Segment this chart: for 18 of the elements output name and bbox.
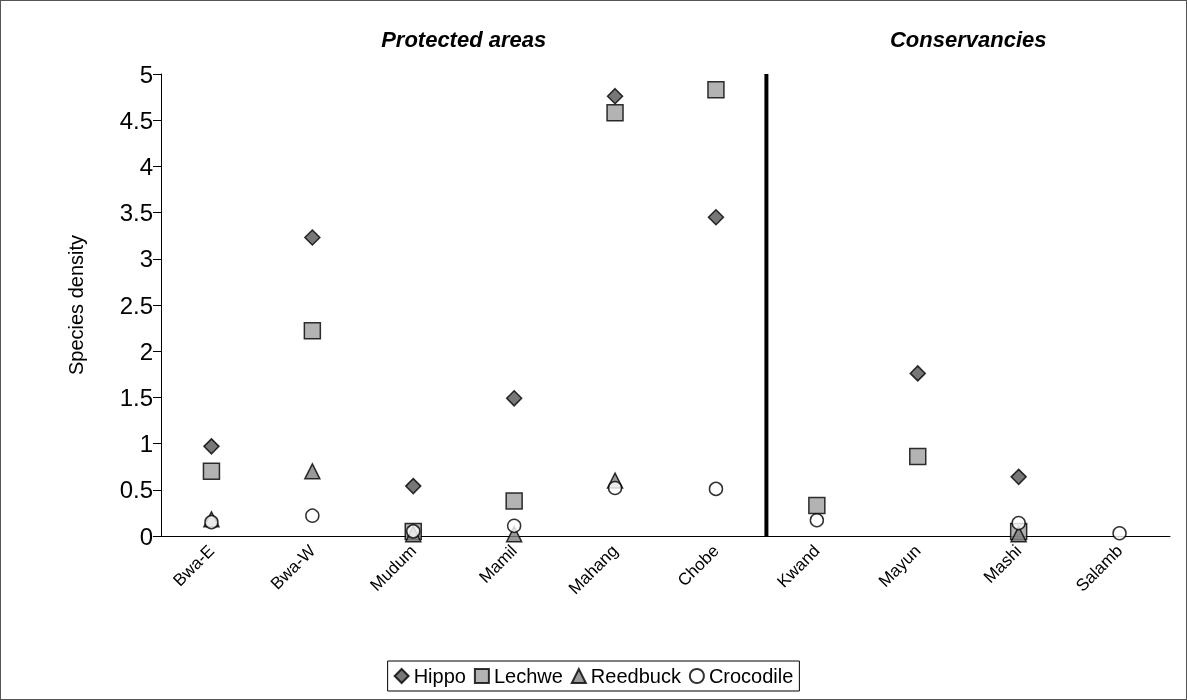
y-tick-label: 0.5 — [119, 476, 153, 504]
y-tick-label: 1 — [139, 430, 153, 458]
y-tick-label: 3.5 — [119, 199, 153, 227]
y-tick-label: 2 — [139, 337, 153, 365]
y-tick-label: 0 — [139, 522, 153, 550]
y-axis-title: Species density — [65, 234, 87, 376]
y-tick-label: 4 — [139, 152, 153, 180]
y-tick-label: 1.5 — [119, 383, 153, 411]
text: Protected areas — [381, 26, 547, 52]
y-tick-label: 4.5 — [119, 106, 153, 134]
legend-label: Crocodile — [708, 665, 794, 687]
legend-label: Reedbuck — [590, 665, 682, 687]
legend-label: Lechwe — [493, 665, 563, 687]
y-tick-label: 5 — [139, 60, 153, 88]
text: Conservancies — [889, 26, 1047, 52]
y-tick-label: 3 — [139, 245, 153, 273]
y-tick-label: 2.5 — [119, 291, 153, 319]
legend-label: Hippo — [413, 665, 466, 687]
